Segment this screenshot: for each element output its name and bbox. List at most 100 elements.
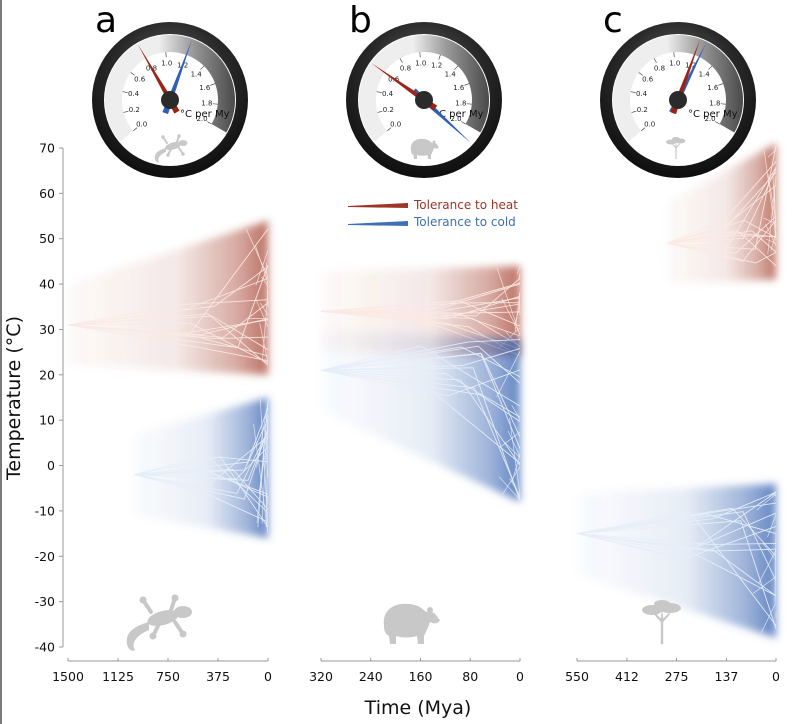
tip-lineage-heat — [767, 176, 777, 255]
tip-lineage-cold — [498, 476, 521, 501]
lineage-heat — [67, 324, 269, 357]
lineage-cold — [320, 369, 521, 466]
gauge-tick — [464, 83, 470, 86]
gauge-scale-band — [411, 35, 490, 133]
uncertainty-density-cold — [134, 397, 268, 539]
tip-lineage-heat — [765, 223, 777, 246]
gauge-tick — [130, 72, 135, 76]
phenogram-cold — [320, 330, 521, 502]
gauge-scale-label: 2.0 — [450, 115, 461, 123]
gauge-tick — [715, 121, 720, 125]
uncertainty-density-heat — [68, 220, 268, 375]
gauge-tick — [718, 83, 724, 86]
gauge-scale-band — [157, 35, 235, 133]
gauge-scale-label: 1.4 — [191, 70, 203, 78]
tip-lineage-cold — [774, 532, 777, 603]
lineage-heat — [667, 216, 777, 254]
lineage-cold — [576, 525, 777, 559]
lineage-heat — [320, 310, 521, 314]
panel-letter: b — [349, 0, 372, 41]
gauge-scale-label: 0.0 — [644, 120, 655, 128]
lineage-cold — [134, 473, 269, 495]
figure-left-border — [0, 0, 2, 724]
lineage-cold — [320, 346, 521, 378]
lineage-cold — [320, 339, 521, 371]
gauge-unit-label: °C per My — [434, 109, 484, 120]
y-tick-label: 0 — [47, 458, 55, 473]
panels: a1500112575037500.00.20.40.60.81.01.21.4… — [52, 0, 780, 684]
gauge-tick — [641, 127, 646, 132]
panel-a: a1500112575037500.00.20.40.60.81.01.21.4… — [52, 0, 272, 684]
gauge-scale-label: 0.2 — [383, 106, 394, 114]
gecko-icon — [126, 594, 192, 651]
gauge-scale-label: 1.0 — [669, 60, 680, 68]
gauge-scale-label: 1.0 — [415, 60, 426, 68]
gauge-hub — [415, 91, 433, 109]
x-axis-b: 320 240 160 80 0 — [309, 658, 524, 684]
tip-lineage-cold — [256, 402, 269, 468]
gauge-scale-label: 0.0 — [390, 120, 401, 128]
uncertainty-density-heat — [667, 143, 776, 284]
y-axis-title: Temperature (°C) — [3, 316, 25, 481]
gauge-hub — [161, 91, 179, 109]
lineage-cold — [134, 474, 269, 523]
x-axis-title: Time (Mya) — [364, 697, 472, 719]
lineage-heat — [667, 219, 777, 262]
gauge-scale-label: 2.0 — [196, 115, 207, 123]
gauge-scale-band-light — [359, 36, 415, 142]
gauge-tick — [133, 127, 138, 132]
gauge-tick — [399, 58, 403, 63]
lineage-cold — [576, 533, 777, 545]
x-tick-label: 375 — [206, 669, 230, 684]
tip-lineage-cold — [507, 431, 521, 457]
gauge-tick — [708, 65, 713, 70]
gauge-scale-label: 1.6 — [199, 84, 211, 92]
lineage-cold — [134, 429, 269, 481]
tip-lineage-cold — [761, 602, 777, 633]
gauge-unit-label: °C per My — [180, 109, 230, 120]
legend-item-cold: Tolerance to cold — [348, 215, 516, 229]
gauge-scale-label: 0.8 — [400, 64, 411, 72]
legend-label-heat: Tolerance to heat — [413, 198, 518, 212]
tip-lineage-cold — [511, 404, 521, 420]
lineage-heat — [67, 324, 269, 362]
gecko-gauge-icon — [154, 134, 188, 163]
lineage-heat — [667, 219, 777, 244]
uncertainty-density-cold — [577, 483, 776, 638]
legend-item-heat: Tolerance to heat — [348, 198, 518, 212]
gauge-scale-label: 1.4 — [445, 70, 457, 78]
lineage-cold — [320, 369, 521, 418]
gauge-scale-label: 0.8 — [654, 64, 665, 72]
gauge-tick — [653, 58, 657, 63]
y-tick-label: 30 — [39, 322, 55, 337]
gauge-unit-label: °C per My — [688, 109, 738, 120]
lineage-heat — [320, 300, 521, 327]
lineage-cold — [134, 418, 269, 476]
rate-gauge-c: 0.00.20.40.60.81.01.21.41.61.82.0°C per … — [600, 22, 756, 178]
x-tick-label: 137 — [715, 669, 739, 684]
tip-lineage-heat — [518, 273, 521, 279]
gauge-scale-label: 0.6 — [642, 75, 654, 83]
y-tick-label: 20 — [39, 367, 55, 382]
gauge-tick — [387, 127, 392, 132]
gauge-hub — [669, 91, 687, 109]
tree-icon — [642, 600, 681, 645]
tip-lineage-heat — [765, 238, 777, 244]
tip-lineage-cold — [772, 493, 777, 497]
y-tick-label: 70 — [39, 141, 55, 156]
phenogram-cold — [576, 483, 777, 638]
lineage-heat — [67, 266, 269, 326]
tip-lineage-heat — [770, 233, 777, 252]
tip-lineage-heat — [763, 150, 777, 238]
gauge-scale-label: 0.4 — [382, 90, 394, 98]
tip-lineage-cold — [760, 491, 777, 504]
x-tick-label: 320 — [309, 669, 333, 684]
tip-lineage-heat — [255, 250, 269, 286]
tip-lineage-cold — [756, 493, 777, 511]
gauge-scale-label: 1.8 — [201, 100, 212, 108]
lineage-cold — [134, 456, 269, 528]
x-tick-label: 1500 — [52, 669, 84, 684]
gauge-scale-label: 0.2 — [129, 106, 140, 114]
legend-swatch-heat — [348, 203, 408, 208]
lineage-cold — [576, 513, 777, 535]
